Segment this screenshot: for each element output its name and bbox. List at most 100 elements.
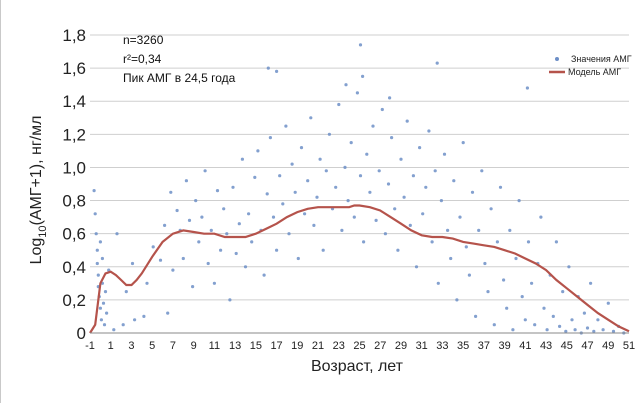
data-point xyxy=(344,83,348,87)
data-point xyxy=(101,301,106,305)
data-point xyxy=(219,248,223,252)
legend-label-values: Значения АМГ xyxy=(571,54,632,64)
data-point xyxy=(383,232,387,236)
data-point xyxy=(424,185,428,189)
data-point xyxy=(237,222,241,226)
data-point xyxy=(206,261,210,266)
x-tick-label: 43 xyxy=(540,340,552,352)
data-point xyxy=(303,212,307,216)
data-point xyxy=(561,290,565,294)
data-point xyxy=(275,248,279,252)
data-point xyxy=(365,152,369,156)
data-point xyxy=(166,311,170,315)
y-tick-label: 1,8 xyxy=(62,26,86,45)
data-point xyxy=(158,258,163,262)
data-point xyxy=(100,256,104,261)
y-tick-label: 0,8 xyxy=(62,192,86,211)
data-point xyxy=(215,189,220,193)
data-point xyxy=(265,192,269,196)
data-point xyxy=(492,323,496,327)
data-point xyxy=(362,240,366,244)
data-point xyxy=(470,190,475,194)
data-point xyxy=(93,212,97,216)
gridlines xyxy=(90,34,629,301)
data-point xyxy=(349,141,353,145)
x-tick-label: 39 xyxy=(498,340,510,352)
data-point xyxy=(187,218,192,222)
data-point xyxy=(411,174,415,178)
data-point xyxy=(427,129,431,133)
data-point xyxy=(281,202,285,206)
data-point xyxy=(115,232,119,236)
y-axis-title: Log10(АМГ+1), нг/мл xyxy=(28,116,49,265)
x-tick-label: 21 xyxy=(312,340,324,352)
data-point xyxy=(96,273,100,277)
data-point xyxy=(377,169,381,173)
data-point xyxy=(234,251,238,256)
data-point xyxy=(184,179,188,183)
data-point xyxy=(393,207,397,211)
data-point xyxy=(290,162,294,166)
x-tick-label: 31 xyxy=(416,340,428,352)
data-point xyxy=(296,256,300,261)
data-point xyxy=(299,146,304,150)
data-point xyxy=(124,290,128,294)
data-point xyxy=(231,185,235,189)
x-tick-label: 7 xyxy=(170,340,176,352)
data-point xyxy=(145,281,149,285)
data-point xyxy=(225,232,229,236)
data-point xyxy=(489,207,493,211)
data-point xyxy=(203,169,207,173)
data-point xyxy=(582,311,587,315)
data-point xyxy=(253,175,257,179)
data-point xyxy=(498,185,503,189)
data-point xyxy=(405,119,409,123)
data-point xyxy=(334,185,338,189)
legend: Значения АМГ Модель АМГ xyxy=(549,54,632,77)
data-point xyxy=(102,323,107,327)
y-tick-label: 0,4 xyxy=(62,258,86,277)
data-point xyxy=(525,86,530,90)
x-tick-label: 9 xyxy=(191,340,197,352)
data-point xyxy=(418,146,422,150)
data-point xyxy=(414,265,419,269)
x-tick-label: 23 xyxy=(333,340,345,352)
data-point xyxy=(175,208,179,213)
data-points xyxy=(92,43,626,335)
data-point xyxy=(502,278,506,282)
data-point xyxy=(98,306,102,310)
annotation-r2: r²=0,34 xyxy=(123,52,162,66)
data-point xyxy=(408,223,412,227)
data-point xyxy=(452,179,456,183)
x-tick-label: 13 xyxy=(229,340,241,352)
data-point xyxy=(151,245,155,249)
data-point xyxy=(142,314,146,318)
data-point xyxy=(287,232,291,236)
data-point xyxy=(306,179,310,183)
x-tick-label: 19 xyxy=(291,340,303,352)
data-point xyxy=(346,199,350,203)
y-axis-title-subscript: 10 xyxy=(37,225,49,237)
data-point xyxy=(95,261,99,266)
y-tick-label: 1,2 xyxy=(62,125,86,144)
data-point xyxy=(433,169,437,173)
y-tick-label: 0 xyxy=(77,324,86,343)
data-point xyxy=(107,268,111,272)
data-point xyxy=(228,298,232,302)
y-tick-label: 0,2 xyxy=(62,291,86,310)
data-point xyxy=(439,199,443,203)
x-tick-label: 33 xyxy=(436,340,448,352)
data-point xyxy=(222,207,226,211)
data-point xyxy=(343,165,347,169)
data-point xyxy=(268,136,272,140)
data-point xyxy=(130,261,135,266)
data-point xyxy=(611,329,616,333)
x-tick-label: 51 xyxy=(623,340,635,352)
data-point xyxy=(243,265,248,269)
data-point xyxy=(601,328,605,332)
model-curve xyxy=(89,204,630,334)
data-point xyxy=(121,323,125,327)
data-point xyxy=(105,311,109,315)
